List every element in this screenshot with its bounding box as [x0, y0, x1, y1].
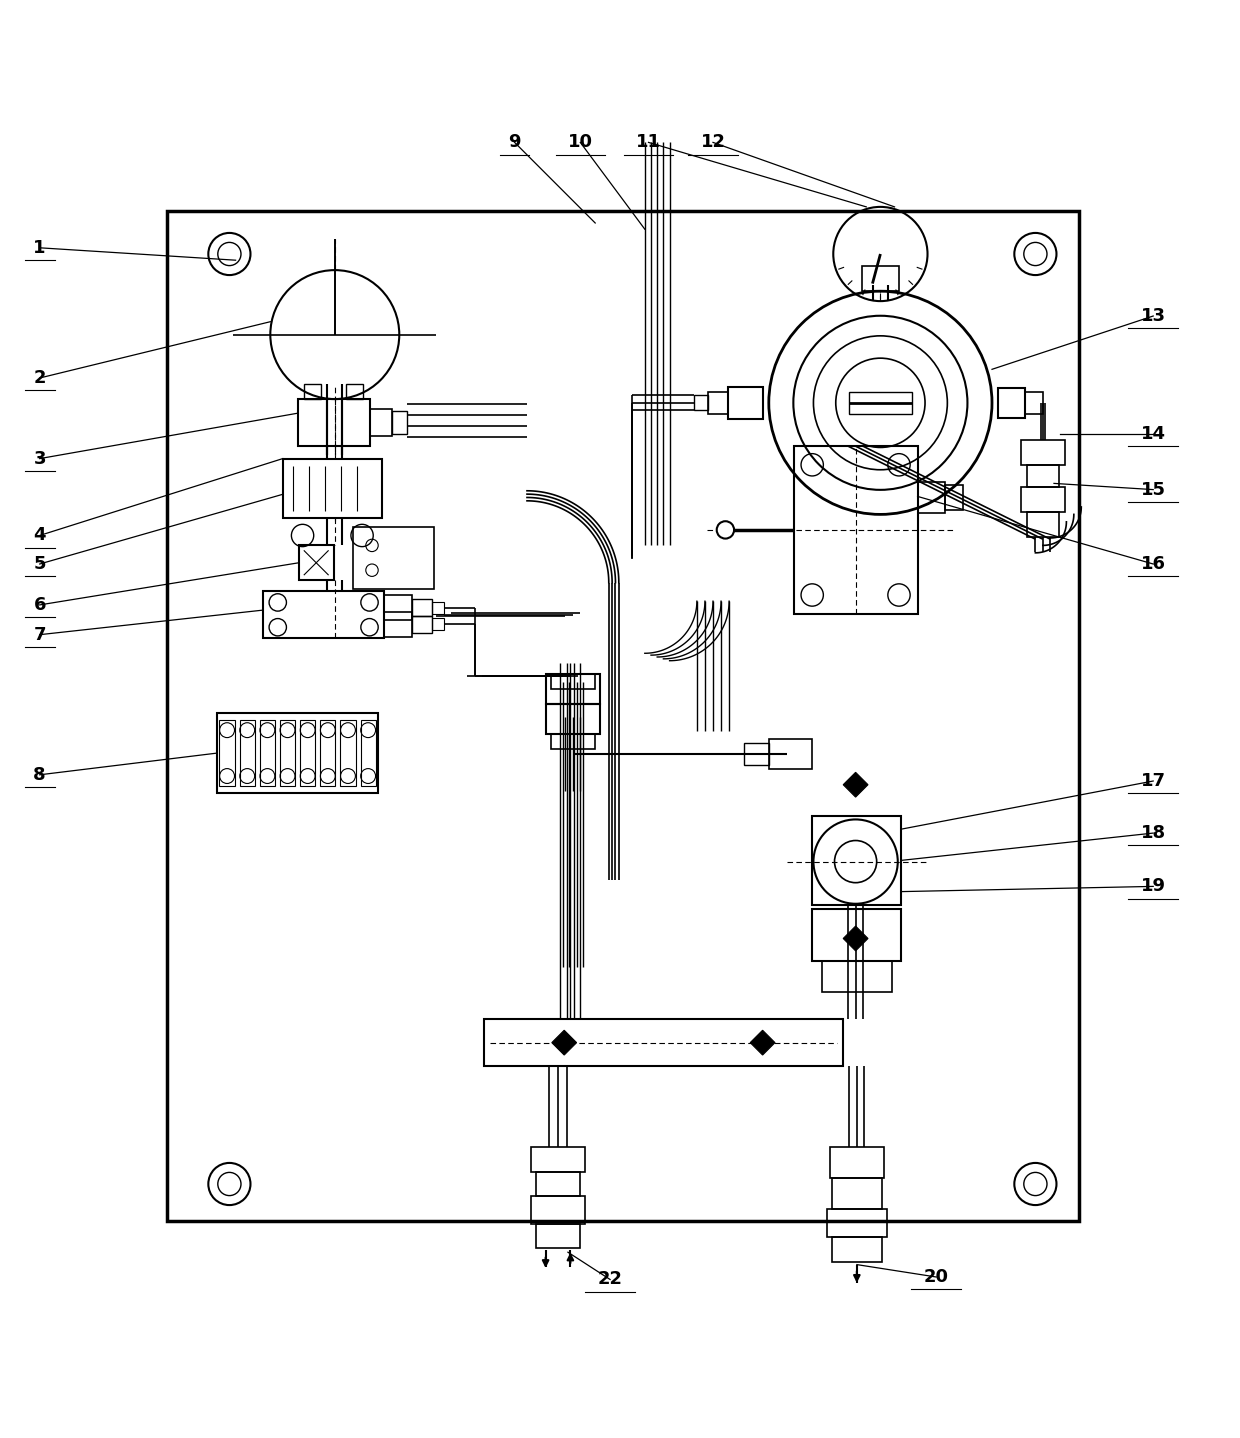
Bar: [346, 384, 363, 400]
Bar: [320, 720, 335, 787]
Bar: [217, 713, 378, 794]
Bar: [830, 1146, 884, 1178]
Bar: [546, 674, 600, 705]
Bar: [708, 391, 728, 414]
Text: 7: 7: [33, 626, 46, 644]
Text: 19: 19: [1141, 877, 1166, 896]
Bar: [531, 1146, 585, 1172]
Bar: [432, 618, 444, 630]
Bar: [822, 961, 892, 992]
Circle shape: [717, 521, 734, 539]
Text: 18: 18: [1141, 824, 1166, 843]
Bar: [849, 391, 911, 414]
Bar: [299, 545, 334, 580]
Bar: [812, 909, 901, 961]
Bar: [304, 384, 321, 400]
Text: 8: 8: [33, 766, 46, 784]
Bar: [536, 1224, 580, 1248]
Text: 12: 12: [701, 134, 725, 151]
Text: 10: 10: [568, 134, 593, 151]
Polygon shape: [843, 926, 868, 951]
Bar: [384, 611, 412, 637]
Bar: [832, 1178, 882, 1209]
Bar: [945, 485, 963, 510]
Text: 22: 22: [598, 1271, 622, 1288]
Text: 9: 9: [508, 134, 521, 151]
Text: 13: 13: [1141, 306, 1166, 325]
Bar: [361, 720, 376, 787]
Bar: [551, 733, 595, 749]
Bar: [536, 1172, 580, 1196]
Bar: [219, 720, 234, 787]
Bar: [263, 591, 384, 638]
Bar: [531, 1196, 585, 1224]
Bar: [694, 395, 708, 410]
Bar: [353, 526, 434, 588]
Bar: [1027, 464, 1059, 487]
Bar: [167, 210, 1079, 1221]
Bar: [484, 1020, 843, 1066]
Bar: [239, 720, 255, 787]
Bar: [283, 459, 382, 518]
Text: 20: 20: [924, 1268, 949, 1286]
Bar: [998, 388, 1025, 417]
Bar: [298, 400, 370, 446]
Bar: [370, 408, 392, 436]
Bar: [432, 601, 444, 614]
Bar: [412, 615, 432, 633]
Text: 2: 2: [33, 370, 46, 387]
Bar: [832, 1237, 882, 1263]
Bar: [827, 1209, 887, 1237]
Text: 16: 16: [1141, 555, 1166, 572]
Bar: [918, 482, 945, 513]
Bar: [392, 411, 407, 434]
Bar: [744, 742, 769, 765]
Text: 4: 4: [33, 526, 46, 545]
Text: 11: 11: [636, 134, 661, 151]
Text: 15: 15: [1141, 480, 1166, 499]
Bar: [259, 720, 275, 787]
Bar: [862, 266, 899, 292]
Bar: [812, 815, 901, 905]
Bar: [412, 600, 432, 617]
Bar: [280, 720, 295, 787]
Bar: [546, 705, 600, 733]
Polygon shape: [843, 772, 868, 797]
Text: 5: 5: [33, 555, 46, 572]
Bar: [794, 446, 918, 614]
Bar: [551, 674, 595, 689]
Text: 3: 3: [33, 450, 46, 467]
Bar: [300, 720, 315, 787]
Bar: [384, 595, 412, 620]
Bar: [340, 720, 356, 787]
Text: 14: 14: [1141, 424, 1166, 443]
Bar: [1025, 391, 1043, 414]
Bar: [1027, 512, 1059, 536]
Text: 17: 17: [1141, 772, 1166, 789]
Bar: [769, 739, 812, 768]
Bar: [728, 387, 763, 418]
Polygon shape: [552, 1030, 577, 1055]
Text: 1: 1: [33, 239, 46, 257]
Polygon shape: [750, 1030, 775, 1055]
Bar: [1021, 487, 1065, 512]
Text: 6: 6: [33, 595, 46, 614]
Bar: [1021, 440, 1065, 464]
